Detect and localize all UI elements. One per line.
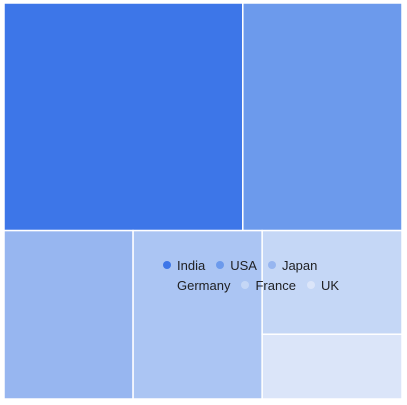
legend-marker	[163, 261, 171, 269]
treemap-tile-usa[interactable]	[242, 2, 403, 232]
legend-marker	[306, 281, 315, 289]
chart-legend: India USA Japan Germany France UK	[163, 257, 393, 293]
legend-item-germany[interactable]: Germany	[163, 277, 231, 293]
legend-label: Japan	[281, 257, 318, 273]
legend-marker	[267, 261, 276, 269]
legend-marker	[163, 281, 171, 289]
treemap-tile-germany[interactable]	[132, 229, 263, 400]
legend-label: India	[177, 257, 206, 273]
legend-item-usa[interactable]: USA	[216, 257, 257, 273]
treemap-tile-france[interactable]	[261, 229, 403, 335]
legend-label: UK	[320, 277, 339, 293]
legend-marker	[216, 261, 225, 269]
legend-marker	[241, 281, 250, 289]
treemap-tile-uk[interactable]	[261, 333, 403, 400]
treemap-tile-japan[interactable]	[3, 229, 134, 400]
legend-label: France	[255, 277, 296, 293]
legend-item-india[interactable]: India	[163, 257, 206, 273]
legend-item-japan[interactable]: Japan	[267, 257, 318, 273]
legend-label: USA	[230, 257, 257, 273]
legend-item-uk[interactable]: UK	[306, 277, 339, 293]
legend-item-france[interactable]: France	[241, 277, 296, 293]
treemap-tile-india[interactable]	[3, 2, 244, 232]
legend-label: Germany	[177, 277, 231, 293]
